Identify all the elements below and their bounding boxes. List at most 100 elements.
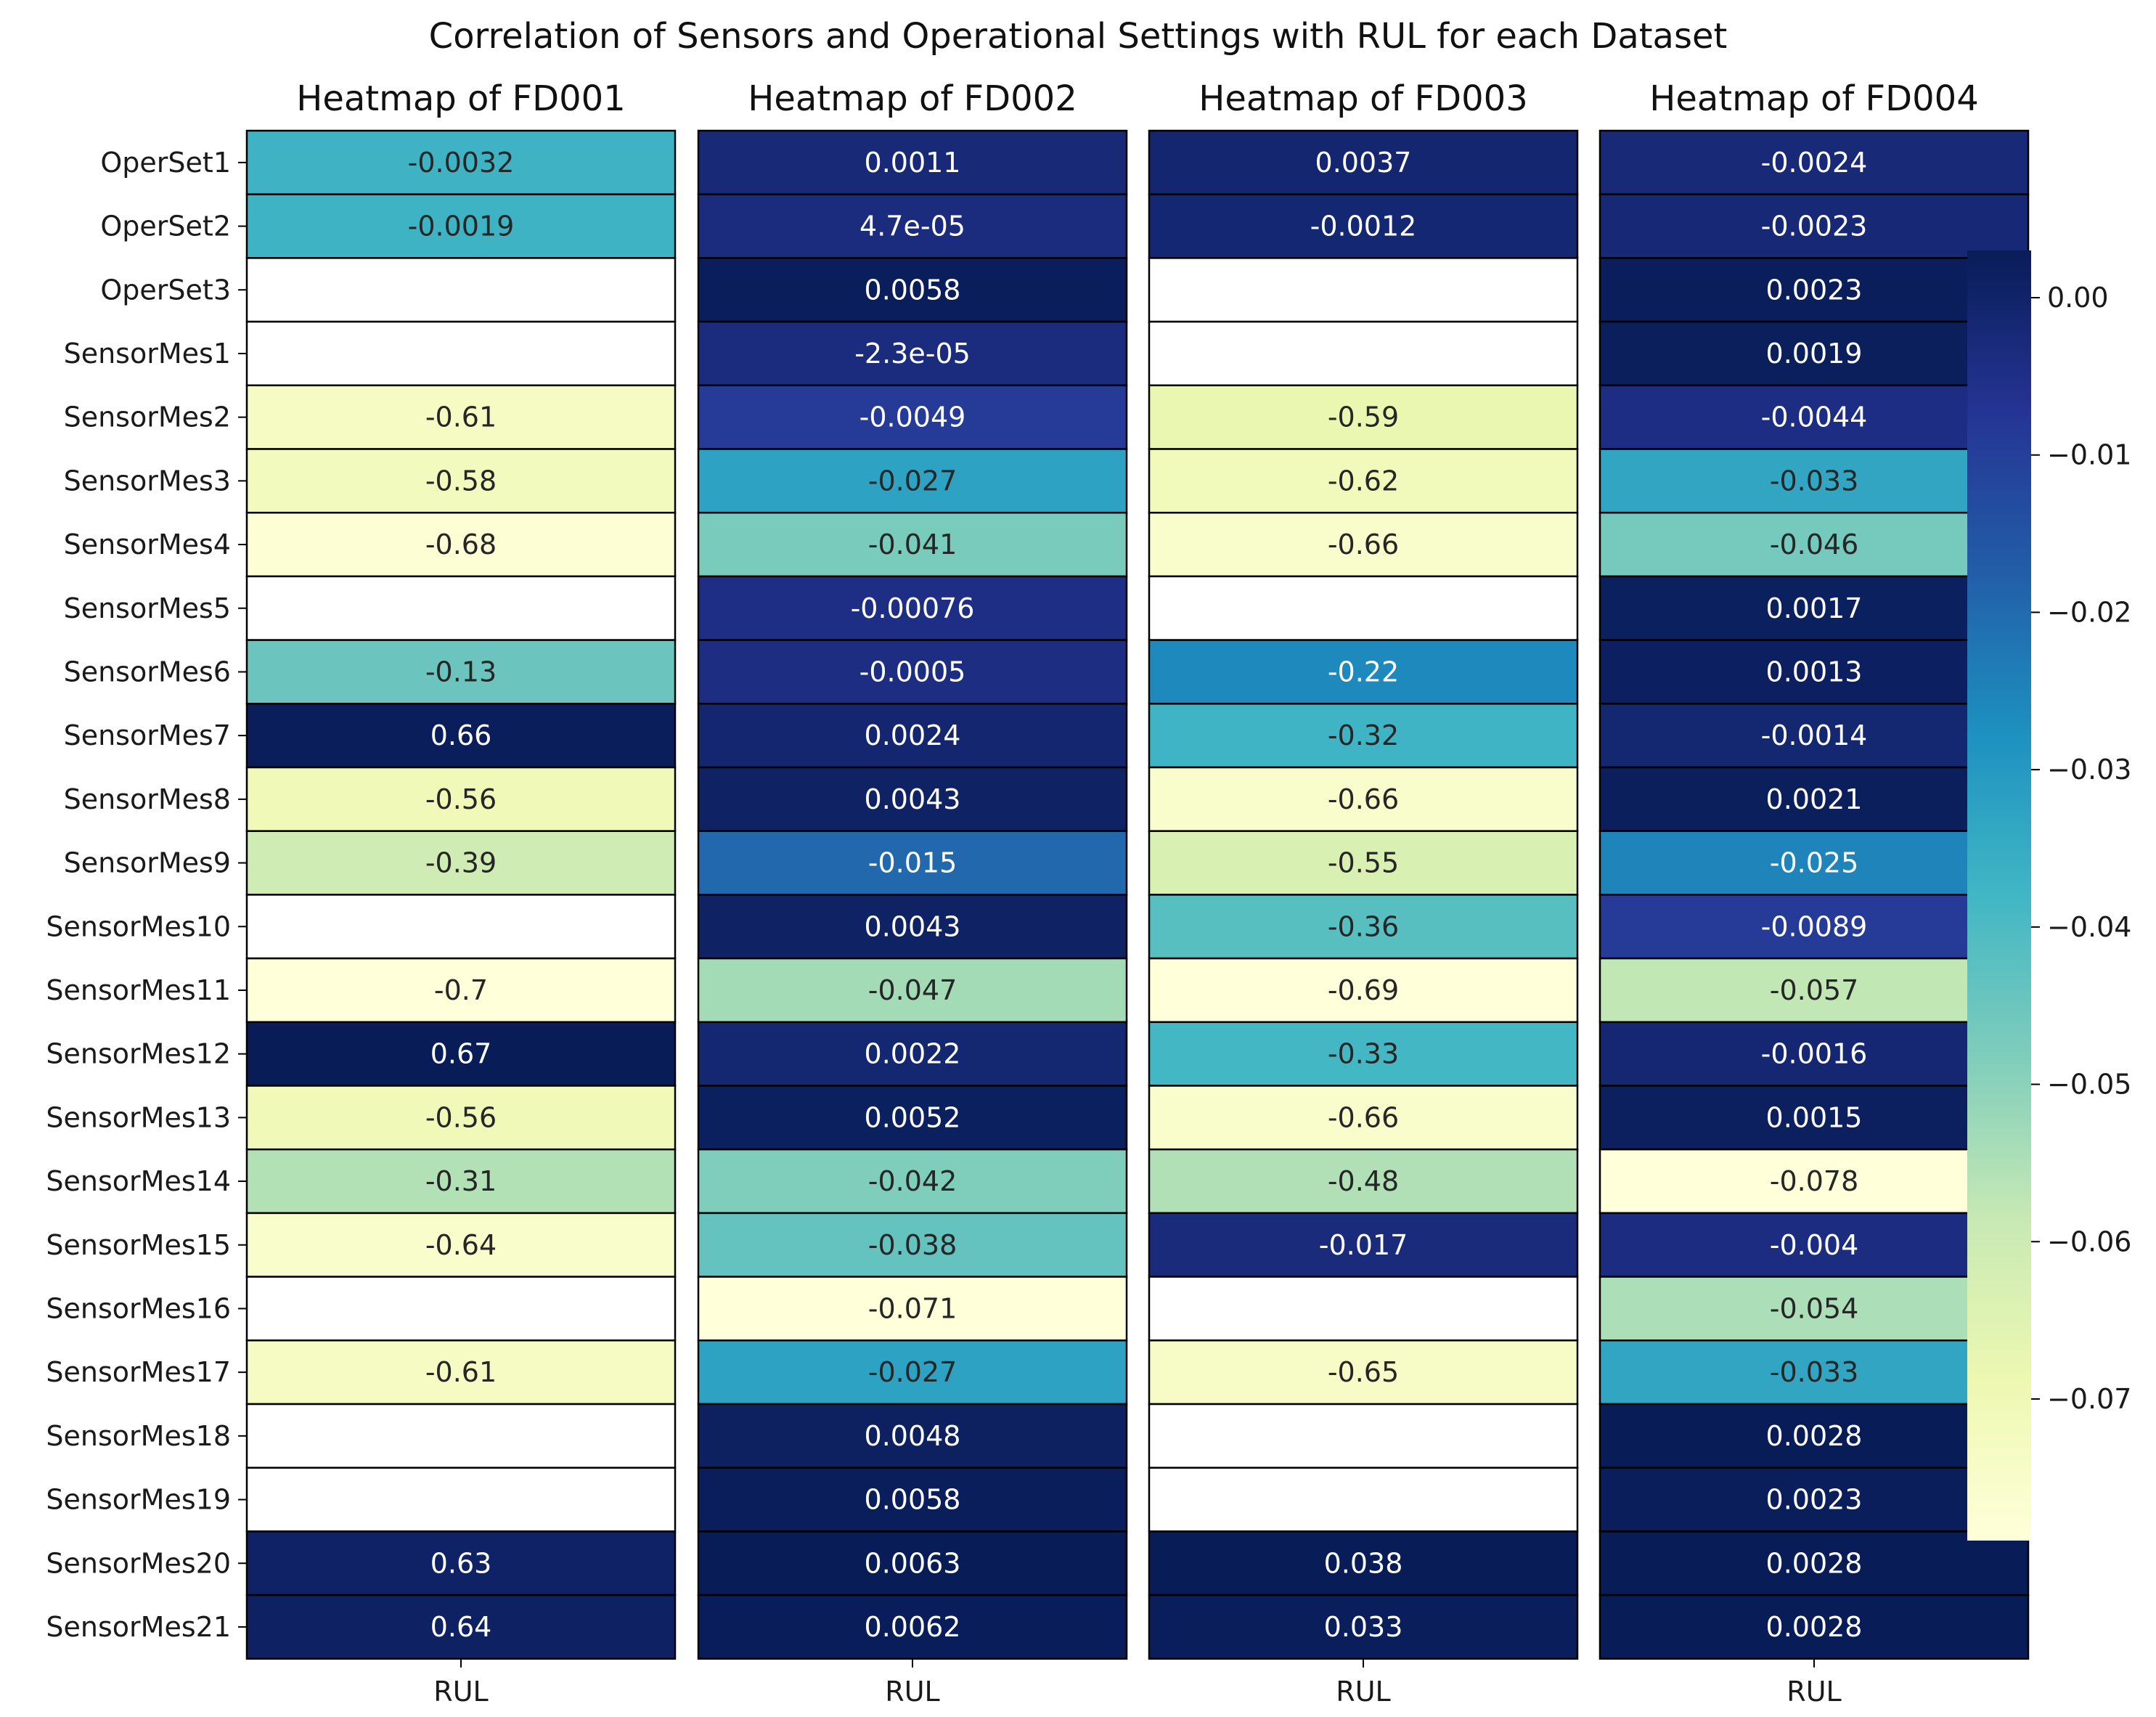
cell-value-label: -0.62 bbox=[1328, 465, 1399, 497]
cell-value-label: -0.00076 bbox=[851, 592, 975, 624]
heatmap-cell bbox=[1148, 1148, 1579, 1215]
cell-value-label: -0.33 bbox=[1328, 1038, 1399, 1070]
row-label: SensorMes5 bbox=[64, 592, 231, 624]
heatmap-cell bbox=[1598, 1339, 2030, 1406]
cell-value-label: -0.31 bbox=[425, 1165, 497, 1197]
heatmap-cell bbox=[697, 193, 1128, 259]
cell-value-label: -0.042 bbox=[868, 1165, 957, 1197]
heatmap-cell bbox=[697, 511, 1128, 578]
row-label: SensorMes19 bbox=[46, 1484, 231, 1516]
cell-value-label: -0.61 bbox=[425, 401, 497, 433]
heatmap-panel-4: Heatmap of FD004 -0.0024 -0.0023 0.0023 0.00… bbox=[1598, 78, 2030, 1708]
cell-value-label: -2.3e-05 bbox=[854, 338, 971, 370]
cell-value-label: -0.66 bbox=[1328, 783, 1399, 815]
heatmap-cell bbox=[697, 575, 1128, 641]
row-label: SensorMes2 bbox=[64, 401, 231, 433]
row-label: SensorMes14 bbox=[46, 1165, 231, 1197]
heatmap-cell bbox=[1598, 1467, 2030, 1533]
cell-value-label: -0.13 bbox=[425, 656, 497, 688]
cell-value-label: -0.057 bbox=[1770, 974, 1859, 1006]
row-label: SensorMes21 bbox=[46, 1611, 231, 1643]
heatmap-cell bbox=[1148, 766, 1579, 832]
cell-value-label: -0.56 bbox=[425, 783, 497, 815]
heatmap-cell bbox=[245, 257, 677, 323]
heatmap-panel-3: Heatmap of FD003 0.0037 -0.0012 -0.59 -0.62 -… bbox=[1148, 78, 1579, 1708]
heatmap-cell bbox=[1148, 320, 1579, 387]
heatmap-cell bbox=[1598, 957, 2030, 1024]
heatmap-panels: Heatmap of FD001 -0.0032 -0.0019 -0.61 -0.58… bbox=[245, 78, 2030, 1708]
colorbar-tick-label: −0.05 bbox=[2047, 1069, 2131, 1101]
cell-value-label: -0.041 bbox=[868, 529, 957, 560]
colorbar-tick-label: −0.03 bbox=[2047, 754, 2131, 786]
cell-value-label: 0.0043 bbox=[865, 783, 961, 815]
cell-value-label: 0.0017 bbox=[1766, 592, 1863, 624]
heatmap-cell bbox=[697, 766, 1128, 832]
cell-value-label: 0.0058 bbox=[865, 274, 961, 306]
cell-value-label: 0.0043 bbox=[865, 910, 961, 942]
cell-value-label: -0.68 bbox=[425, 529, 497, 560]
heatmap-cell bbox=[245, 1467, 677, 1533]
heatmap-cell bbox=[1148, 129, 1579, 195]
cell-value-label: 0.0024 bbox=[865, 719, 961, 751]
row-labels: OperSet1 OperSet2 OperSet3 SensorMes1 Sensor… bbox=[46, 147, 247, 1643]
heatmap-cell bbox=[245, 384, 677, 450]
cell-value-label: 0.0028 bbox=[1766, 1547, 1863, 1579]
cell-value-label: -0.0032 bbox=[408, 147, 515, 179]
heatmap-cell bbox=[1148, 193, 1579, 259]
row-label: SensorMes12 bbox=[46, 1038, 231, 1070]
heatmap-cell bbox=[697, 1276, 1128, 1342]
cell-value-label: 0.0063 bbox=[865, 1547, 961, 1579]
cell-value-label: -0.017 bbox=[1319, 1229, 1408, 1261]
heatmap-cell bbox=[1598, 1212, 2030, 1278]
cell-value-label: 0.63 bbox=[430, 1547, 492, 1579]
heatmap-cell bbox=[1148, 1021, 1579, 1087]
row-label: OperSet1 bbox=[100, 147, 231, 179]
cell-value-label: -0.61 bbox=[425, 1356, 497, 1388]
row-label: SensorMes8 bbox=[64, 783, 231, 815]
cell-value-label: -0.054 bbox=[1770, 1292, 1859, 1324]
cell-value-label: -0.36 bbox=[1328, 910, 1399, 942]
heatmap-cell bbox=[1598, 575, 2030, 641]
cell-value-label: -0.027 bbox=[868, 465, 957, 497]
cell-value-label: -0.58 bbox=[425, 465, 497, 497]
cell-value-label: 0.0023 bbox=[1766, 1484, 1863, 1516]
cell-value-label: -0.7 bbox=[434, 974, 488, 1006]
heatmap-cell bbox=[245, 193, 677, 259]
figure-title: Correlation of Sensors and Operational S… bbox=[429, 16, 1728, 57]
cell-value-label: 0.67 bbox=[430, 1038, 492, 1070]
cell-value-label: 0.0023 bbox=[1766, 274, 1863, 306]
colorbar: 0.00 −0.01 −0.02 −0.03 −0.04 −0.05 −0.06 −0.07 bbox=[1967, 250, 2131, 1541]
cell-value-label: -0.65 bbox=[1328, 1356, 1399, 1388]
heatmap-cell bbox=[245, 320, 677, 387]
cell-value-label: 0.0052 bbox=[865, 1101, 961, 1133]
row-label: SensorMes10 bbox=[46, 910, 231, 942]
heatmap-cell bbox=[1148, 1467, 1579, 1533]
colorbar-tick-label: −0.02 bbox=[2047, 596, 2131, 628]
heatmap-cell bbox=[697, 830, 1128, 896]
heatmap-cell bbox=[697, 1148, 1128, 1215]
heatmap-cell bbox=[697, 1339, 1128, 1406]
heatmap-cell bbox=[1598, 1403, 2030, 1469]
row-label: SensorMes20 bbox=[46, 1547, 231, 1579]
cell-value-label: 4.7e-05 bbox=[859, 211, 965, 242]
panel-title: Heatmap of FD001 bbox=[296, 78, 625, 119]
cell-value-label: 0.0019 bbox=[1766, 338, 1863, 370]
cell-value-label: -0.038 bbox=[868, 1229, 957, 1261]
row-label: SensorMes18 bbox=[46, 1420, 231, 1452]
heatmap-cell bbox=[245, 129, 677, 195]
cell-value-label: 0.0028 bbox=[1766, 1611, 1863, 1643]
cell-value-label: 0.038 bbox=[1324, 1547, 1403, 1579]
cell-value-label: 0.0028 bbox=[1766, 1420, 1863, 1452]
x-tick-label: RUL bbox=[433, 1676, 488, 1708]
heatmap-cell bbox=[245, 1021, 677, 1087]
cell-value-label: -0.0089 bbox=[1761, 910, 1868, 942]
heatmap-cell bbox=[1598, 1148, 2030, 1215]
x-tick-label: RUL bbox=[1787, 1676, 1841, 1708]
cell-value-label: -0.0023 bbox=[1761, 211, 1868, 242]
heatmap-cell bbox=[1148, 703, 1579, 769]
cell-value-label: -0.66 bbox=[1328, 529, 1399, 560]
x-tick-label: RUL bbox=[885, 1676, 939, 1708]
heatmap-cell bbox=[245, 575, 677, 641]
heatmap-cell bbox=[1598, 1594, 2030, 1660]
heatmap-cell bbox=[1148, 1085, 1579, 1151]
